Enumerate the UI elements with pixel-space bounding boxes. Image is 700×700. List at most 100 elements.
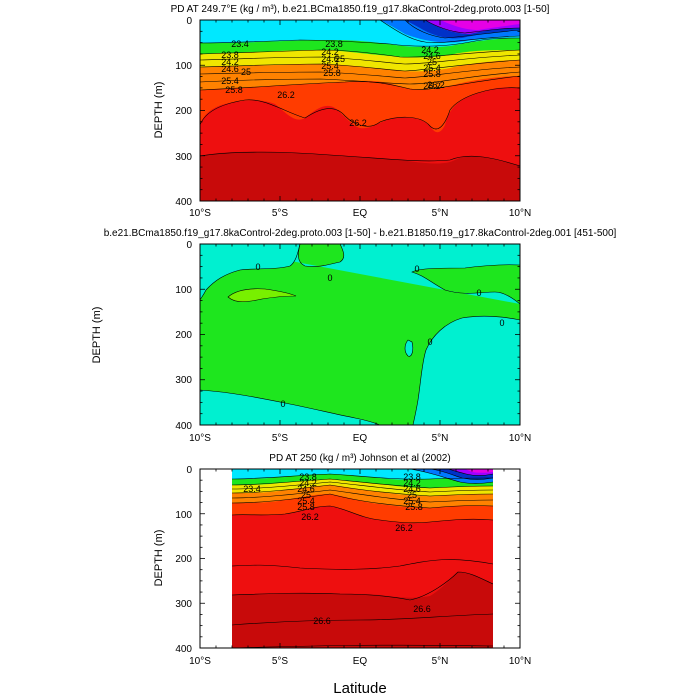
contour-label: 24.6 [221,64,239,74]
x-tick-label: 10°N [509,208,531,219]
panel-middle-ticks [199,243,521,426]
y-tick-label: 400 [175,644,192,655]
contour-label: 24.6 [297,484,315,494]
contour-labels: 23.4 23.8 24.2 24.6 25 25.4 25.8 26.2 23… [221,39,445,128]
panel-middle-contours: 0 0 0 0 0 0 0 [200,244,520,425]
contour-label: 0 [499,318,504,328]
fill-band-turquoise-right [413,316,520,425]
contour-label: 25.4 [297,496,315,506]
contour-label: 24.2 [321,47,339,57]
y-tick-label: 400 [175,421,192,432]
contour-label: 26.2 [349,118,367,128]
panel-middle-ytick-labels: 0 100 200 300 400 [175,240,192,432]
x-tick-label: 5°S [272,656,289,667]
panel-bottom-xtick-labels: 10°S 5°S EQ 5°N 10°N [189,656,531,667]
contour-label: 25.8 [225,85,243,95]
x-tick-label: 5°N [432,433,449,444]
contour-label: 25 [335,54,345,64]
contour-label: 0 [476,288,481,298]
x-axis-label: Latitude [333,680,386,697]
y-tick-label: 100 [175,285,192,296]
contour-lines [200,244,520,425]
contour-label: 0 [255,262,260,272]
contour-label: 25 [427,57,437,67]
fill-band-magenta [440,20,520,30]
panel-bottom-ticks [199,468,521,649]
contour-label: 25.8 [323,68,341,78]
x-tick-label: 5°N [432,208,449,219]
contour-label: 24.2 [403,478,421,488]
contour-label: 26.2 [301,512,319,522]
x-tick-label: 10°S [189,208,211,219]
x-tick-label: 10°N [509,656,531,667]
panel-top-title: PD AT 249.7°E (kg / m³), b.e21.BCma1850.… [171,4,550,15]
fill-band-turquoise-left [200,244,300,300]
y-tick-label: 200 [175,106,192,117]
contour-label: 0 [327,273,332,283]
contour-label: 23.8 [221,50,239,60]
contour-lines [232,473,493,648]
contour-label: 25 [301,490,311,500]
contour-label: 25.4 [423,63,441,73]
contour-label: 25.8 [405,502,423,512]
x-tick-label: 5°N [432,656,449,667]
contour-label: 0 [414,264,419,274]
x-tick-label: EQ [353,433,368,444]
x-tick-label: 5°S [272,433,289,444]
x-tick-label: EQ [353,208,368,219]
y-tick-label: 300 [175,152,192,163]
contour-label: 24.6 [403,484,421,494]
contour-label: 26.6 [313,616,331,626]
panel-middle-xtick-labels: 10°S 5°S EQ 5°N 10°N [189,433,531,444]
y-tick-label: 300 [175,599,192,610]
y-tick-label: 0 [186,16,192,27]
panel-middle-ylabel: DEPTH (m) [91,307,103,364]
contour-label: 25.8 [423,69,441,79]
panel-top-ticks [199,19,521,202]
contour-lines-top-steep [379,20,520,44]
panel-bottom: PD AT 250 (kg / m³) Johnson et al (2002)… [153,453,531,667]
contour-label: 23.8 [299,472,317,482]
contour-label: 26.2 [277,90,295,100]
panel-top-ylabel: DEPTH (m) [153,82,165,139]
y-tick-label: 0 [186,465,192,476]
fill-band-turquoise-islet [405,340,413,357]
y-tick-label: 300 [175,375,192,386]
panel-bottom-contours: 23.4 23.8 24.2 24.6 25 25.4 25.8 26.2 23… [232,469,493,648]
x-tick-label: 10°N [509,433,531,444]
y-tick-label: 100 [175,61,192,72]
contour-label: 26.2 [427,80,445,90]
contour-label: 24.6 [321,54,339,64]
contour-lines [200,37,520,167]
y-tick-label: 400 [175,197,192,208]
contour-label: 25.4 [403,496,421,506]
contour-label: 23.8 [403,472,421,482]
panel-middle-title: b.e21.BCma1850.f19_g17.8kaControl-2deg.p… [104,228,617,239]
panel-middle: b.e21.BCma1850.f19_g17.8kaControl-2deg.p… [91,228,617,444]
contour-label: 0 [427,337,432,347]
contour-label: 25.8 [297,502,315,512]
contour-label: 0 [280,399,285,409]
fill-band-turquoise-bottom [200,390,380,425]
contour-label: 24.2 [421,45,439,55]
panel-bottom-ytick-labels: 0 100 200 300 400 [175,465,192,655]
y-tick-label: 0 [186,240,192,251]
contour-label: 25 [241,67,251,77]
y-tick-label: 100 [175,510,192,521]
contour-label: 24.6 [423,51,441,61]
panel-bottom-ylabel: DEPTH (m) [153,530,165,587]
contour-label: 24.2 [299,478,317,488]
panel-top: PD AT 249.7°E (kg / m³), b.e21.BCma1850.… [153,4,550,219]
x-tick-label: 10°S [189,656,211,667]
contour-label: 23.8 [325,39,343,49]
contour-label: 26.2 [423,81,441,91]
contour-label: 23.4 [231,39,249,49]
contour-labels: 23.4 23.8 24.2 24.6 25 25.4 25.8 26.2 23… [243,472,431,626]
y-tick-label: 200 [175,554,192,565]
panel-top-xtick-labels: 10°S 5°S EQ 5°N 10°N [189,208,531,219]
contour-label: 23.4 [243,484,261,494]
contour-lines-top-steep [409,469,493,484]
panel-bottom-title: PD AT 250 (kg / m³) Johnson et al (2002) [269,453,450,464]
contour-label: 25.4 [221,76,239,86]
